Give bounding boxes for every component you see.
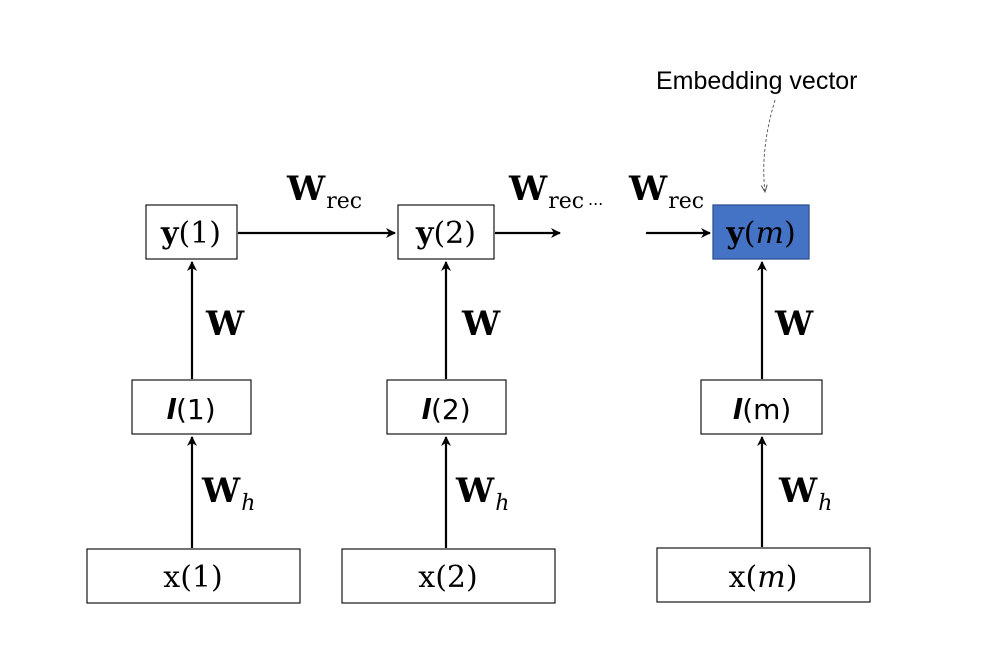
wrec-label-1: Wrec <box>286 169 362 214</box>
ym-label: y(m) <box>725 216 795 251</box>
y2-box[interactable] <box>397 204 495 260</box>
w-label-m: W <box>774 304 814 344</box>
lm-box[interactable] <box>700 379 823 435</box>
wrec-label-2: Wrec <box>508 169 584 214</box>
wrec-label-3: Wrec <box>628 169 704 214</box>
x2-box[interactable] <box>341 548 556 604</box>
xm-box[interactable] <box>656 547 871 603</box>
wh-label-m: Wh <box>778 471 832 516</box>
xm-label: x(m) <box>729 560 798 595</box>
l2-box[interactable] <box>386 379 507 435</box>
x1-label: x(1) <box>163 560 222 595</box>
l2-label: l(2) <box>421 393 470 426</box>
y1-box[interactable] <box>145 204 238 260</box>
x1-box[interactable] <box>86 548 301 604</box>
w-label-1: W <box>205 304 245 344</box>
lm-label: l(m) <box>733 393 792 426</box>
l1-label: l(1) <box>166 393 215 426</box>
embedding-vector-label: Embedding vector <box>656 67 858 95</box>
column-1: y(1) l(1) x(1) W Wh <box>86 204 301 604</box>
y1-label: y(1) <box>160 216 221 251</box>
w-label-2: W <box>461 304 501 344</box>
x2-label: x(2) <box>418 560 477 595</box>
y2-label: y(2) <box>415 216 476 251</box>
embedding-pointer-arrow <box>764 99 776 192</box>
l1-box[interactable] <box>131 379 252 435</box>
ellipsis: ... <box>588 190 603 209</box>
ym-box[interactable] <box>712 204 810 260</box>
column-2: y(2) l(2) x(2) W Wh <box>341 204 556 604</box>
wh-label-2: Wh <box>455 471 509 516</box>
wh-label-1: Wh <box>201 471 255 516</box>
column-m: y(m) l(m) x(m) W Wh <box>656 204 871 603</box>
